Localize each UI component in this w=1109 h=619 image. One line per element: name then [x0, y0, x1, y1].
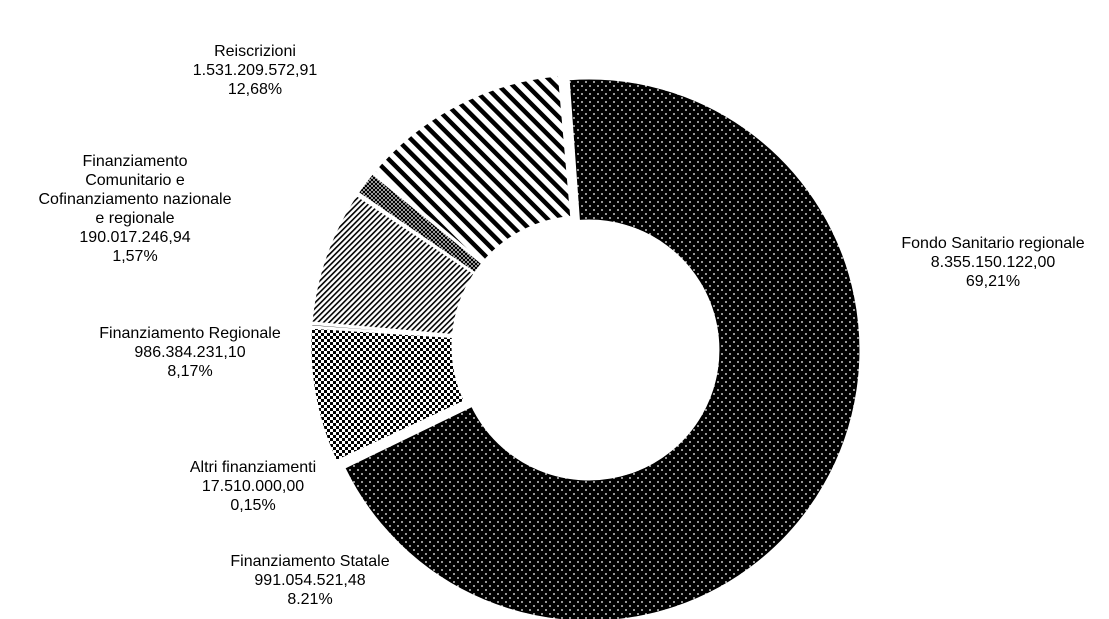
slice-label-name: e regionale: [95, 210, 174, 227]
slice-label-name: Comunitario e: [85, 172, 185, 189]
slice-label-name: Cofinanziamento nazionale: [38, 191, 231, 208]
slice-percent: 8,17%: [167, 363, 212, 380]
slice-label-fondo-sanitario-regionale: Fondo Sanitario regionale 8.355.150.122,0…: [901, 235, 1084, 290]
donut-slices: [310, 75, 861, 619]
slice-label-name: Reiscrizioni: [214, 43, 296, 60]
slice-value: 991.054.521,48: [254, 572, 365, 589]
slice-label-finanziamento-regionale: Finanziamento Regionale 986.384.231,10 8,1…: [99, 325, 281, 380]
donut-slice-finanziamento-statale: [310, 327, 465, 462]
slice-label-name: Finanziamento Statale: [230, 553, 389, 570]
slice-label-finanziamento-comunitario-e-cofinanziamento-nazionale-e-regionale: Finanziamento Comunitario e Cofinanziament…: [38, 153, 231, 265]
donut-slice-fondo-sanitario-regionale: [344, 78, 861, 619]
slice-label-finanziamento-statale: Finanziamento Statale 991.054.521,48 8.21%: [230, 553, 389, 608]
slice-label-altri-finanziamenti: Altri finanziamenti 17.510.000,00 0,15%: [190, 459, 316, 514]
slice-percent: 12,68%: [228, 81, 282, 98]
slice-value: 190.017.246,94: [79, 229, 190, 246]
slice-label-name: Finanziamento Regionale: [99, 325, 281, 342]
slice-label-name: Finanziamento: [83, 153, 188, 170]
donut-slice-finanziamento-comunitario-e-cofinanziamento-nazionale-e-regionale: [357, 173, 483, 274]
donut-slice-reiscrizioni: [374, 75, 572, 263]
slice-percent: 1,57%: [112, 248, 157, 265]
slice-value: 1.531.209.572,91: [193, 62, 318, 79]
slice-percent: 8.21%: [287, 591, 332, 608]
slice-label-name: Altri finanziamenti: [190, 459, 316, 476]
slice-value: 986.384.231,10: [134, 344, 245, 361]
slice-percent: 69,21%: [966, 273, 1020, 290]
donut-slice-finanziamento-regionale: [311, 195, 475, 336]
slice-label-reiscrizioni: Reiscrizioni 1.531.209.572,91 12,68%: [193, 43, 318, 98]
slice-labels: Fondo Sanitario regionale 8.355.150.122,0…: [38, 43, 1084, 608]
slice-value: 17.510.000,00: [202, 478, 304, 495]
slice-label-name: Fondo Sanitario regionale: [901, 235, 1084, 252]
slice-value: 8.355.150.122,00: [931, 254, 1056, 271]
donut-slice-altri-finanziamenti: [311, 323, 453, 337]
slice-percent: 0,15%: [230, 497, 275, 514]
